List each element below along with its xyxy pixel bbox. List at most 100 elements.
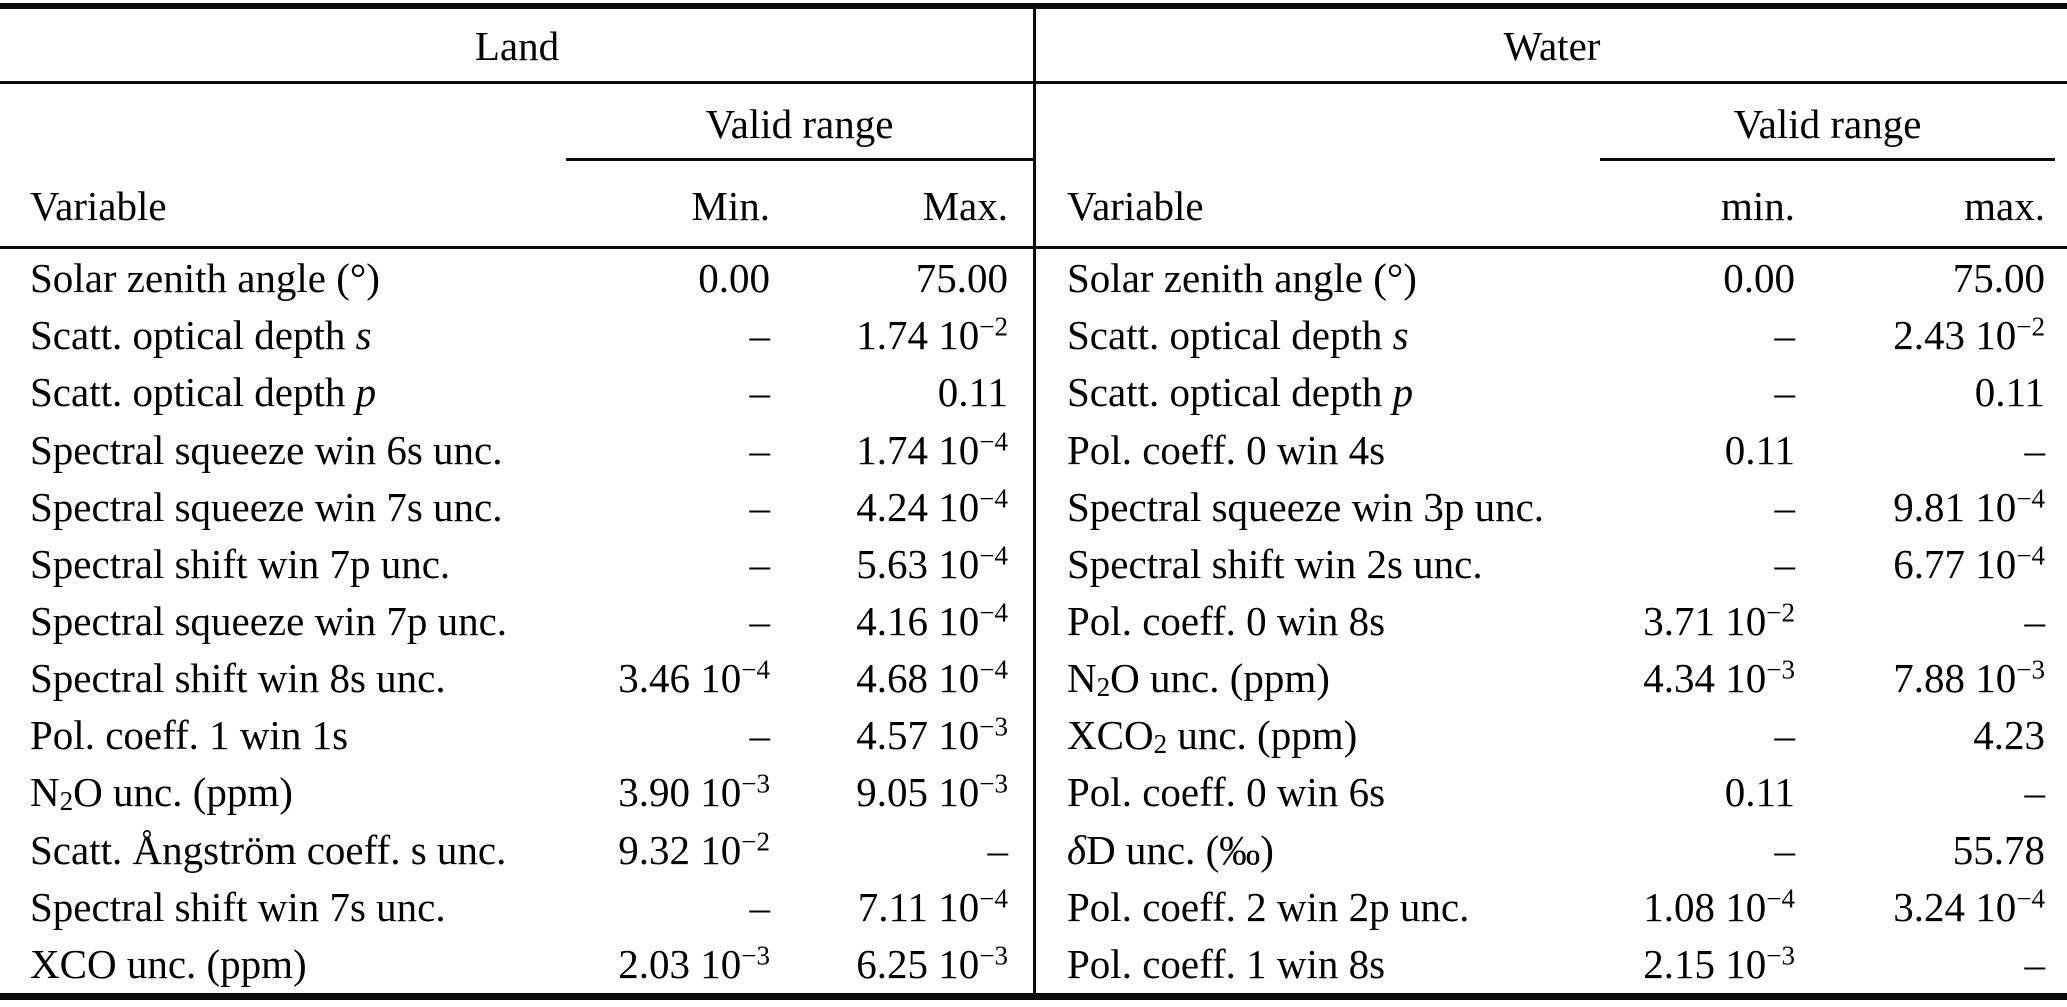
max-cell: 7.11 10−4 [857,883,1008,930]
variable-cell: N2O unc. (ppm) [1067,655,1330,703]
min-cell: 4.34 10−3 [1643,654,1795,702]
water-panel-title: Water [1503,23,1601,69]
variable-cell: Spectral squeeze win 7s unc. [30,483,503,530]
min-cell: 0.11 [1724,769,1795,816]
variable-cell: XCO unc. (ppm) [30,940,307,987]
table-row: Spectral squeeze win 6s unc. – 1.74 10−4 [0,421,1034,478]
land-max-header: Max. [922,183,1008,229]
min-cell: 9.32 10−2 [618,826,770,873]
table-row: Pol. coeff. 0 win 4s 0.11 – [1037,421,2067,478]
min-cell: 0.00 [1723,255,1795,302]
table-row: Spectral shift win 7p unc. – 5.63 10−4 [0,536,1034,593]
min-cell: – [1774,369,1796,416]
min-cell: – [1774,826,1796,873]
water-max-header: max. [1964,183,2045,229]
table-row: Scatt. optical depth p – 0.11 [0,364,1034,421]
min-cell: – [749,369,771,416]
min-cell: 2.15 10−3 [1643,940,1795,987]
variable-cell: Pol. coeff. 1 win 1s [30,712,349,759]
max-cell: 6.25 10−3 [856,940,1008,987]
bottom-rule [0,993,2067,1000]
max-cell: 5.63 10−4 [856,540,1008,587]
variable-cell: δD unc. (‰) [1067,826,1274,873]
max-cell: 4.24 10−4 [856,483,1008,530]
table-row: N2O unc. (ppm) 3.90 10−3 9.05 10−3 [0,764,1034,821]
max-cell: 1.74 10−4 [856,426,1008,473]
min-cell: 3.71 10−2 [1643,597,1795,644]
max-cell: 0.11 [1974,369,2045,416]
variable-cell: Spectral shift win 7s unc. [30,883,446,930]
variable-cell: Scatt. optical depth p [30,369,377,416]
water-table-body: Solar zenith angle (°) 0.00 75.00 Scatt. op… [1037,250,2067,993]
valid-range-rule-water [1600,158,2055,161]
max-cell: 9.81 10−4 [1893,483,2045,530]
table-row: δD unc. (‰) – 55.78 [1037,822,2067,879]
table-row: Spectral squeeze win 7p unc. – 4.16 10−4 [0,593,1034,650]
variable-cell: Solar zenith angle (°) [1067,255,1417,302]
table-row: Scatt. Ångström coeff. s unc. 9.32 10−2 – [0,822,1034,879]
min-cell: – [749,426,771,473]
table-row: Scatt. optical depth s – 2.43 10−2 [1037,307,2067,364]
table-row: Pol. coeff. 2 win 2p unc. 1.08 10−4 3.24 1… [1037,879,2067,936]
min-cell: – [749,712,771,759]
variable-cell: Spectral shift win 8s unc. [30,655,446,702]
variable-cell: N2O unc. (ppm) [30,769,293,817]
min-cell: – [1774,312,1796,359]
valid-range-rule-land [566,158,1033,161]
max-cell: 75.00 [915,255,1008,302]
min-cell: – [749,597,771,644]
variable-cell: Scatt. optical depth s [1067,312,1409,359]
variable-cell: Pol. coeff. 0 win 4s [1067,426,1386,473]
variable-cell: Pol. coeff. 0 win 6s [1067,769,1386,816]
table-row: Solar zenith angle (°) 0.00 75.00 [0,250,1034,307]
water-valid-range-label: Valid range [1733,101,1922,147]
max-cell: 3.24 10−4 [1893,883,2045,930]
variable-cell: Spectral shift win 7p unc. [30,540,451,587]
min-cell: 3.90 10−3 [618,768,770,816]
table-row: Spectral shift win 2s unc. – 6.77 10−4 [1037,536,2067,593]
max-cell: – [2024,940,2046,987]
water-variable-header: Variable [1067,183,1204,229]
max-cell: 4.16 10−4 [856,597,1008,644]
max-cell: 6.77 10−4 [1893,540,2045,587]
max-cell: 1.74 10−2 [856,311,1008,359]
water-column-headers: Variable min. max. [1037,170,2067,242]
min-cell: – [1774,483,1796,530]
variable-cell: Pol. coeff. 1 win 8s [1067,940,1386,987]
table-row: XCO2 unc. (ppm) – 4.23 [1037,707,2067,764]
max-cell: 4.68 10−4 [856,654,1008,702]
max-cell: 75.00 [1952,255,2045,302]
table-row: Solar zenith angle (°) 0.00 75.00 [1037,250,2067,307]
min-cell: – [749,883,771,930]
land-valid-range-label: Valid range [705,101,894,147]
table-row: Spectral shift win 7s unc. – 7.11 10−4 [0,879,1034,936]
min-cell: 0.11 [1724,426,1795,473]
variable-cell: Spectral squeeze win 3p unc. [1067,483,1545,530]
min-cell: – [1774,540,1796,587]
min-cell: – [749,483,771,530]
land-panel-title: Land [474,23,560,69]
table-row: Spectral squeeze win 3p unc. – 9.81 10−4 [1037,479,2067,536]
land-table-body: Solar zenith angle (°) 0.00 75.00 Scatt. op… [0,250,1034,993]
min-cell: – [1774,712,1796,759]
max-cell: – [2024,426,2046,473]
variable-cell: Pol. coeff. 0 win 8s [1067,597,1386,644]
water-min-header: min. [1720,183,1795,229]
table-row: Pol. coeff. 1 win 8s 2.15 10−3 – [1037,936,2067,993]
variable-cell: XCO2 unc. (ppm) [1067,712,1358,760]
land-variable-header: Variable [30,183,167,229]
max-cell: 55.78 [1952,826,2045,873]
land-min-header: Min. [691,183,770,229]
max-cell: 9.05 10−3 [856,768,1008,816]
table-row: Spectral shift win 8s unc. 3.46 10−4 4.68 … [0,650,1034,707]
table-row: N2O unc. (ppm) 4.34 10−3 7.88 10−3 [1037,650,2067,707]
table-row: Scatt. optical depth s – 1.74 10−2 [0,307,1034,364]
variable-cell: Spectral shift win 2s unc. [1067,540,1483,587]
variable-cell: Scatt. optical depth s [30,312,372,359]
min-cell: 1.08 10−4 [1643,883,1795,930]
table-row: Pol. coeff. 0 win 6s 0.11 – [1037,764,2067,821]
max-cell: 2.43 10−2 [1893,311,2045,359]
max-cell: 4.57 10−3 [856,711,1008,759]
variable-cell: Pol. coeff. 2 win 2p unc. [1067,883,1470,930]
